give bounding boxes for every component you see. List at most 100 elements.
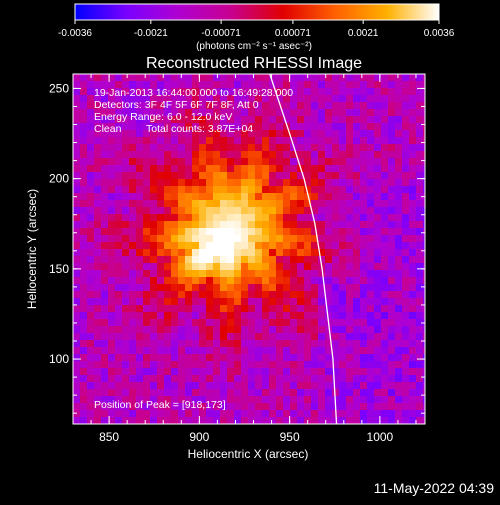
heatmap-cell — [234, 256, 242, 264]
heatmap-cell — [339, 130, 347, 138]
heatmap-cell — [220, 368, 228, 376]
heatmap-cell — [248, 263, 256, 271]
heatmap-cell — [255, 200, 263, 208]
heatmap-cell — [409, 417, 417, 424]
heatmap-cell — [367, 256, 375, 264]
heatmap-cell — [87, 319, 95, 327]
heatmap-cell — [241, 242, 249, 250]
heatmap-cell — [122, 221, 130, 229]
heatmap-cell — [290, 305, 298, 313]
heatmap-cell — [374, 347, 382, 355]
heatmap-cell — [185, 263, 193, 271]
heatmap-cell — [143, 95, 151, 103]
heatmap-cell — [115, 319, 123, 327]
heatmap-cell — [297, 340, 305, 348]
heatmap-cell — [381, 249, 389, 257]
heatmap-cell — [101, 333, 109, 341]
heatmap-cell — [108, 158, 116, 166]
heatmap-cell — [402, 123, 410, 131]
heatmap-cell — [290, 375, 298, 383]
heatmap-cell — [199, 214, 207, 222]
heatmap-cell — [206, 354, 214, 362]
heatmap-cell — [80, 221, 88, 229]
heatmap-cell — [213, 270, 221, 278]
heatmap-cell — [213, 417, 221, 424]
heatmap-cell — [409, 200, 417, 208]
heatmap-cell — [269, 221, 277, 229]
heatmap-cell — [234, 270, 242, 278]
heatmap-cell — [129, 249, 137, 257]
heatmap-cell — [269, 354, 277, 362]
heatmap-cell — [276, 284, 284, 292]
heatmap-cell — [290, 263, 298, 271]
heatmap-cell — [115, 382, 123, 390]
heatmap-cell — [227, 396, 235, 404]
heatmap-cell — [346, 354, 354, 362]
heatmap-cell — [346, 102, 354, 110]
heatmap-cell — [269, 109, 277, 117]
heatmap-cell — [262, 179, 270, 187]
heatmap-cell — [311, 284, 319, 292]
heatmap-cell — [220, 207, 228, 215]
heatmap-cell — [227, 144, 235, 152]
heatmap-cell — [325, 403, 333, 411]
heatmap-cell — [388, 186, 396, 194]
heatmap-cell — [234, 291, 242, 299]
heatmap-cell — [416, 270, 424, 278]
heatmap-cell — [388, 382, 396, 390]
heatmap-cell — [276, 326, 284, 334]
heatmap-cell — [276, 298, 284, 306]
heatmap-cell — [311, 319, 319, 327]
heatmap-cell — [353, 263, 361, 271]
heatmap-cell — [108, 74, 116, 82]
heatmap-cell — [234, 361, 242, 369]
heatmap-cell — [157, 319, 165, 327]
heatmap-cell — [101, 284, 109, 292]
heatmap-cell — [178, 291, 186, 299]
heatmap-cell — [381, 305, 389, 313]
heatmap-cell — [269, 88, 277, 96]
heatmap-cell — [150, 382, 158, 390]
heatmap-cell — [220, 102, 228, 110]
heatmap-cell — [402, 417, 410, 424]
heatmap-cell — [108, 354, 116, 362]
x-tick-label: 1000 — [367, 430, 394, 444]
heatmap-cell — [185, 74, 193, 82]
heatmap-cell — [94, 333, 102, 341]
heatmap-cell — [73, 305, 81, 313]
heatmap-cell — [213, 200, 221, 208]
heatmap-cell — [297, 151, 305, 159]
heatmap-cell — [129, 347, 137, 355]
heatmap-cell — [150, 361, 158, 369]
heatmap-cell — [332, 242, 340, 250]
heatmap-cell — [360, 382, 368, 390]
heatmap-cell — [381, 151, 389, 159]
heatmap-cell — [409, 207, 417, 215]
heatmap-cell — [157, 375, 165, 383]
heatmap-cell — [360, 193, 368, 201]
heatmap-cell — [402, 410, 410, 418]
heatmap-cell — [416, 207, 424, 215]
heatmap-cell — [423, 137, 425, 145]
heatmap-cell — [304, 95, 312, 103]
heatmap-cell — [395, 326, 403, 334]
heatmap-cell — [115, 263, 123, 271]
heatmap-cell — [360, 326, 368, 334]
heatmap-cell — [423, 207, 425, 215]
heatmap-cell — [220, 88, 228, 96]
heatmap-cell — [206, 382, 214, 390]
heatmap-cell — [255, 270, 263, 278]
heatmap-cell — [143, 375, 151, 383]
heatmap-cell — [325, 200, 333, 208]
heatmap-cell — [241, 298, 249, 306]
heatmap-cell — [227, 193, 235, 201]
heatmap-cell — [87, 200, 95, 208]
heatmap-cell — [311, 172, 319, 180]
heatmap-cell — [423, 375, 425, 383]
heatmap-cell — [94, 347, 102, 355]
heatmap-cell — [318, 277, 326, 285]
heatmap-cell — [136, 263, 144, 271]
heatmap-cell — [318, 123, 326, 131]
heatmap-cell — [360, 228, 368, 236]
